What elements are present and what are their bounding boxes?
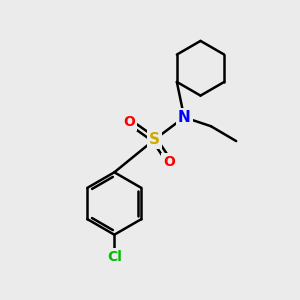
Text: N: N	[178, 110, 190, 125]
Text: O: O	[164, 155, 175, 169]
Text: S: S	[149, 132, 160, 147]
Text: O: O	[123, 115, 135, 129]
Text: Cl: Cl	[107, 250, 122, 264]
